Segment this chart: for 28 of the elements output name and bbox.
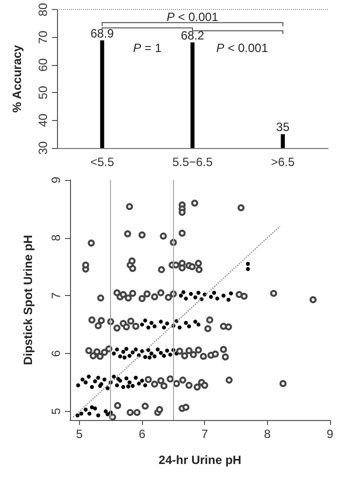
x-tick-label: 6 bbox=[138, 427, 146, 441]
y-tick-label: 50 bbox=[36, 86, 50, 100]
data-label: 68.2 bbox=[180, 28, 204, 42]
x-tick-label: 9 bbox=[326, 427, 334, 441]
annotation: P < 0.001 bbox=[166, 10, 218, 24]
y-tick-label: 70 bbox=[36, 30, 50, 44]
y-tick-label: 5 bbox=[49, 408, 63, 415]
y-tick-label: 7 bbox=[49, 292, 63, 300]
y-tick-label: 6 bbox=[49, 350, 63, 357]
y-tick-label: 8 bbox=[49, 234, 63, 242]
data-label: 35 bbox=[276, 120, 290, 134]
y-tick-label: 80 bbox=[36, 2, 50, 16]
x-tick-label: 7 bbox=[201, 427, 208, 441]
x-tick-label: 5 bbox=[76, 427, 84, 441]
data-label: 68.9 bbox=[90, 26, 114, 40]
x-tick-label: >6.5 bbox=[270, 155, 295, 169]
y-tick-label: 40 bbox=[36, 113, 50, 128]
x-axis-title: 24-hr Urine pH bbox=[158, 453, 242, 467]
x-tick-label: 8 bbox=[264, 427, 272, 441]
y-axis-title: Dipstick Spot Urine pH bbox=[21, 234, 35, 366]
annotation: P < 0.001 bbox=[216, 41, 268, 56]
y-tick-label: 9 bbox=[49, 176, 63, 184]
x-tick-label: 5.5−6.5 bbox=[172, 155, 214, 169]
annotation: P = 1 bbox=[133, 41, 162, 56]
y-tick-label: 30 bbox=[36, 141, 50, 155]
y-tick-label: 60 bbox=[36, 58, 50, 72]
y-axis-title: % Accuracy bbox=[10, 44, 24, 113]
x-tick-label: <5.5 bbox=[90, 155, 114, 169]
